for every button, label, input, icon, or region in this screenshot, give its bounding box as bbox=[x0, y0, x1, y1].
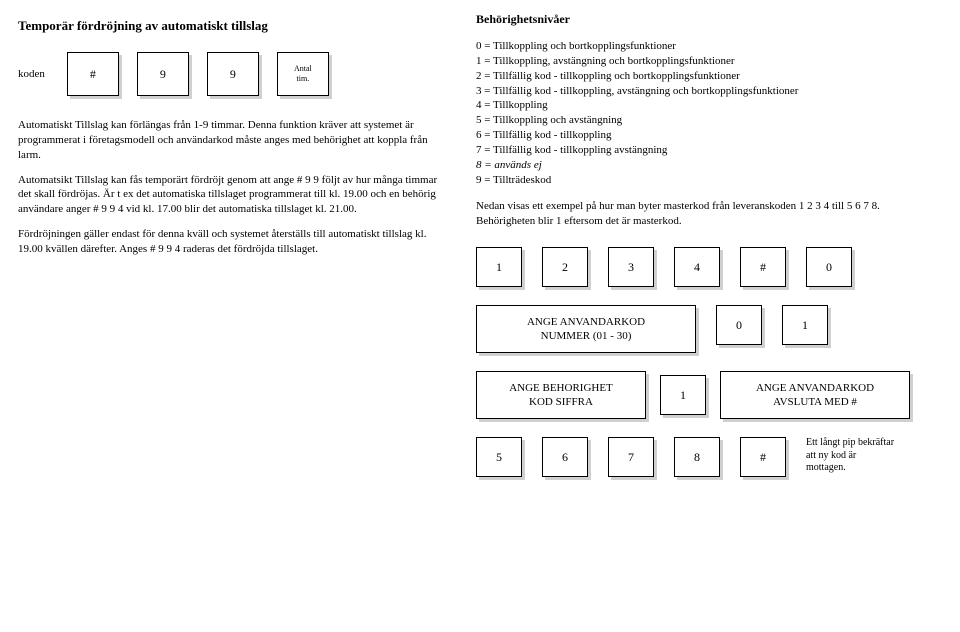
seq1-key-0: 0 bbox=[806, 247, 852, 287]
seq4-key-6: 6 bbox=[542, 437, 588, 477]
code-label: koden bbox=[18, 52, 49, 96]
seq4-key-hash: # bbox=[740, 437, 786, 477]
left-column: Temporär fördröjning av automatiskt till… bbox=[18, 12, 448, 487]
seq4-key-8: 8 bbox=[674, 437, 720, 477]
key-hours-hint: Antal tim. bbox=[277, 52, 329, 96]
level-5: 5 = Tillkoppling och avstängning bbox=[476, 113, 936, 128]
seq-row-3: ANGE BEHORIGHET KOD SIFFRA 1 ANGE ANVAND… bbox=[476, 371, 936, 419]
left-para-2: Automatsikt Tillslag kan fås temporärt f… bbox=[18, 173, 448, 218]
prompt-usercode-number: ANGE ANVANDARKOD NUMMER (01 - 30) bbox=[476, 305, 696, 353]
level-3: 3 = Tillfällig kod - tillkoppling, avstä… bbox=[476, 84, 936, 99]
page-root: Temporär fördröjning av automatiskt till… bbox=[18, 12, 942, 487]
seq2-key-0: 0 bbox=[716, 305, 762, 345]
seq2-key-1: 1 bbox=[782, 305, 828, 345]
seq1-key-3: 3 bbox=[608, 247, 654, 287]
prompt-usercode-end: ANGE ANVANDARKOD AVSLUTA MED # bbox=[720, 371, 910, 419]
seq3-key-1: 1 bbox=[660, 375, 706, 415]
seq1-key-hash: # bbox=[740, 247, 786, 287]
level-6: 6 = Tillfällig kod - tillkoppling bbox=[476, 128, 936, 143]
seq-row-1: 1 2 3 4 # 0 bbox=[476, 247, 936, 287]
seq4-key-7: 7 bbox=[608, 437, 654, 477]
seq-row-4: 5 6 7 8 # Ett långt pip bekräftar att ny… bbox=[476, 437, 936, 477]
right-column: Behörighetsnivåer 0 = Tillkoppling och b… bbox=[476, 12, 936, 487]
left-title: Temporär fördröjning av automatiskt till… bbox=[18, 18, 448, 34]
delay-key-row: koden # 9 9 Antal tim. bbox=[18, 52, 448, 96]
confirmation-note: Ett långt pip bekräftar att ny kod är mo… bbox=[806, 437, 896, 475]
level-4: 4 = Tillkoppling bbox=[476, 98, 936, 113]
example-text: Nedan visas ett exempel på hur man byter… bbox=[476, 199, 936, 229]
right-title: Behörighetsnivåer bbox=[476, 12, 936, 27]
seq1-key-2: 2 bbox=[542, 247, 588, 287]
seq1-key-4: 4 bbox=[674, 247, 720, 287]
prompt-auth-digit: ANGE BEHORIGHET KOD SIFFRA bbox=[476, 371, 646, 419]
level-0: 0 = Tillkoppling och bortkopplingsfunkti… bbox=[476, 39, 936, 54]
left-para-3: Fördröjningen gäller endast för denna kv… bbox=[18, 227, 448, 257]
seq-row-2: ANGE ANVANDARKOD NUMMER (01 - 30) 0 1 bbox=[476, 305, 936, 353]
key-9b: 9 bbox=[207, 52, 259, 96]
seq1-key-1: 1 bbox=[476, 247, 522, 287]
level-9: 9 = Tillträdeskod bbox=[476, 173, 936, 188]
level-2: 2 = Tillfällig kod - tillkoppling och bo… bbox=[476, 69, 936, 84]
key-hash: # bbox=[67, 52, 119, 96]
left-para-1: Automatiskt Tillslag kan förlängas från … bbox=[18, 118, 448, 163]
level-8: 8 = används ej bbox=[476, 158, 936, 173]
seq4-key-5: 5 bbox=[476, 437, 522, 477]
key-9a: 9 bbox=[137, 52, 189, 96]
level-7: 7 = Tillfällig kod - tillkoppling avstän… bbox=[476, 143, 936, 158]
level-1: 1 = Tillkoppling, avstängning och bortko… bbox=[476, 54, 936, 69]
auth-levels-list: 0 = Tillkoppling och bortkopplingsfunkti… bbox=[476, 39, 936, 187]
